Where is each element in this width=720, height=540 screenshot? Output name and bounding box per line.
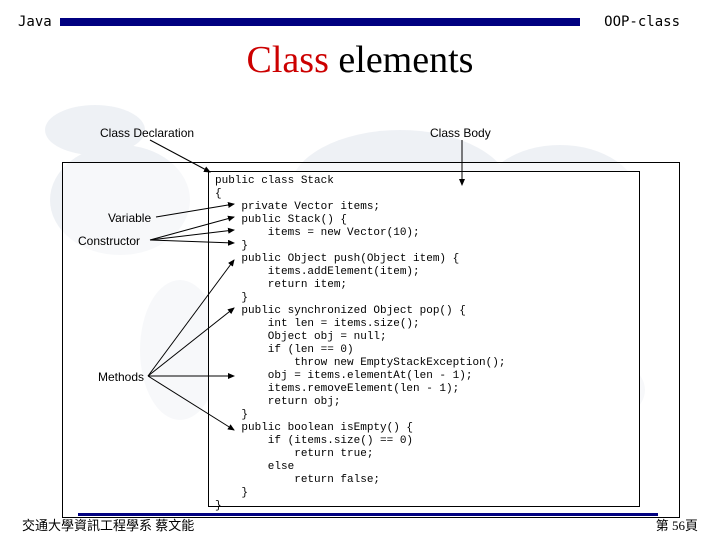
title-part2: elements xyxy=(329,39,474,81)
label-methods: Methods xyxy=(98,370,144,384)
header-right: OOP-class xyxy=(604,14,680,30)
title-part1: Class xyxy=(247,39,329,81)
header-left: Java xyxy=(18,14,52,30)
footer-left: 交通大學資訊工程學系 蔡文能 xyxy=(22,515,194,534)
label-variable: Variable xyxy=(108,211,151,225)
label-class-body: Class Body xyxy=(430,126,491,140)
label-constructor: Constructor xyxy=(78,234,140,248)
code-box: public class Stack { private Vector item… xyxy=(208,171,640,507)
label-class-declaration: Class Declaration xyxy=(100,126,194,140)
page-title: Class elements xyxy=(0,38,720,82)
footer-right: 第 56頁 xyxy=(656,515,698,534)
header-bar xyxy=(60,18,580,26)
